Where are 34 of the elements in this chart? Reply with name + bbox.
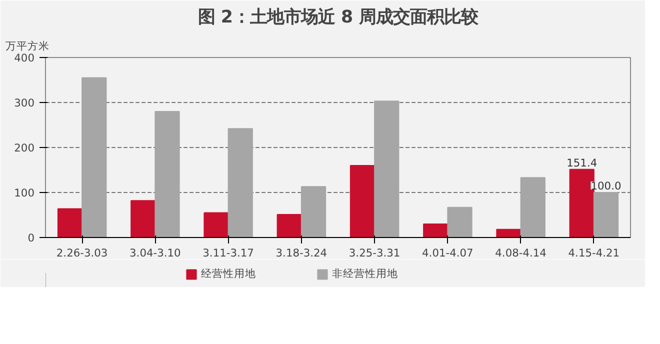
bar xyxy=(276,214,302,238)
bar xyxy=(82,77,107,238)
y-tick-label: 300 xyxy=(14,96,35,110)
bar xyxy=(423,224,448,238)
bar xyxy=(350,165,376,238)
y-tick-label: 0 xyxy=(28,232,35,244)
y-tick-label: 100 xyxy=(14,186,35,200)
legend-label: 非经营性用地 xyxy=(332,267,398,281)
x-tick-label: 4.08-4.14 xyxy=(495,246,547,260)
bar xyxy=(374,100,400,238)
x-tick-label: 3.04-3.10 xyxy=(130,246,182,260)
bar xyxy=(130,200,156,238)
bar xyxy=(228,128,253,238)
bar xyxy=(496,228,522,238)
x-tick-label: 2.26-3.03 xyxy=(56,246,108,260)
y-tick-label: 200 xyxy=(14,142,35,154)
bar xyxy=(593,192,619,238)
bar xyxy=(300,186,326,238)
bar xyxy=(204,212,229,238)
data-label: 151.4 xyxy=(566,156,598,170)
x-tick-label: 3.11-3.17 xyxy=(202,246,254,260)
y-tick-label: 400 xyxy=(14,52,35,64)
chart-title: 图 2：土地市场近 8 周成交面积比较 xyxy=(198,8,480,28)
x-tick-label: 4.15-4.21 xyxy=(568,246,620,260)
bar xyxy=(154,111,180,238)
legend-label: 经营性用地 xyxy=(201,267,256,281)
bar xyxy=(57,208,83,238)
x-tick-label: 3.25-3.31 xyxy=(348,246,400,260)
x-tick-label: 4.01-4.07 xyxy=(422,246,474,260)
data-label: 100.0 xyxy=(590,180,622,192)
x-tick-label: 3.18-3.24 xyxy=(276,246,328,260)
bar xyxy=(447,206,472,238)
y-axis-title: 万平方米 xyxy=(6,40,50,52)
bar xyxy=(520,177,546,238)
